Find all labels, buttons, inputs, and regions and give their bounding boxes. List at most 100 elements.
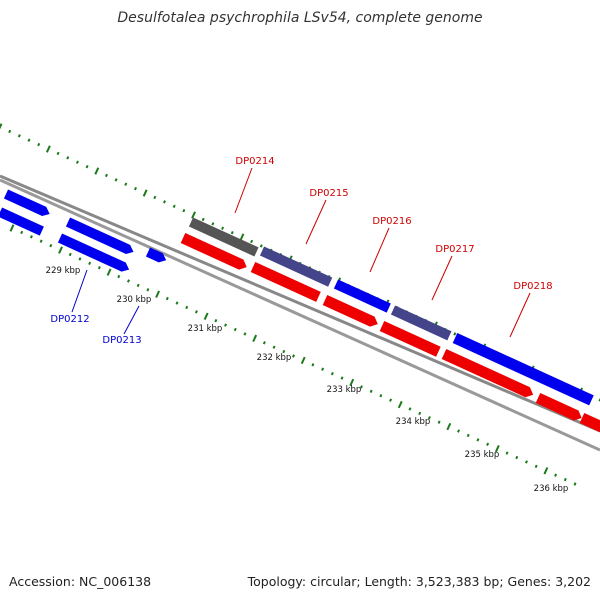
forward-gene-block xyxy=(3,189,50,217)
outer-tick xyxy=(163,200,167,204)
outer-tick xyxy=(8,129,12,134)
inner-tick xyxy=(165,296,169,301)
outer-tick xyxy=(0,123,3,130)
inner-tick xyxy=(203,312,209,320)
forward-gene-block xyxy=(57,233,130,272)
outer-tick xyxy=(142,189,148,197)
inner-tick xyxy=(505,451,509,455)
label-leader-line xyxy=(369,227,390,273)
inner-tick xyxy=(49,243,53,248)
overlap-gene-block xyxy=(390,305,452,341)
inner-tick xyxy=(155,290,161,298)
inner-tick xyxy=(272,345,276,349)
inner-tick xyxy=(524,460,528,464)
scale-label: 234 kbp xyxy=(396,417,431,427)
outer-tick xyxy=(201,217,205,222)
backbone-line-upper xyxy=(0,174,600,433)
outer-tick xyxy=(172,204,176,208)
scale-label: 232 kbp xyxy=(257,353,292,363)
reverse-gene-block xyxy=(535,392,582,421)
inner-tick xyxy=(58,246,63,254)
inner-tick xyxy=(214,319,218,323)
inner-tick xyxy=(126,279,130,283)
inner-tick xyxy=(68,252,72,257)
reverse-gene-block xyxy=(441,348,534,398)
scale-label: 230 kbp xyxy=(117,295,152,305)
forward-gene-block xyxy=(452,332,594,406)
outer-tick xyxy=(259,244,263,248)
inner-tick xyxy=(282,349,286,354)
label-leader-line xyxy=(305,199,327,245)
outer-tick xyxy=(104,173,108,178)
scale-label: 229 kbp xyxy=(46,266,81,276)
outer-tick xyxy=(133,186,137,191)
inner-tick xyxy=(369,389,373,393)
inner-tick xyxy=(292,354,295,358)
outer-tick xyxy=(27,138,31,142)
gene-label: DP0212 xyxy=(50,314,89,325)
reverse-gene-block xyxy=(250,261,321,302)
inner-tick xyxy=(397,400,403,409)
forward-gene-block xyxy=(0,207,44,236)
inner-tick xyxy=(29,235,33,239)
inner-tick xyxy=(311,363,315,367)
label-leader-lines xyxy=(71,167,531,338)
other-gene-block xyxy=(188,217,259,257)
inner-tick xyxy=(78,257,82,261)
inner-tick xyxy=(476,438,480,442)
gene-label: DP0213 xyxy=(102,335,141,346)
outer-tick xyxy=(250,239,254,244)
inner-tick xyxy=(136,283,140,288)
gene-label: DP0218 xyxy=(513,281,552,292)
label-leader-line xyxy=(71,269,88,313)
scale-label: 231 kbp xyxy=(188,324,223,334)
inner-tick xyxy=(300,356,306,365)
reverse-gene-block xyxy=(322,294,378,327)
inner-tick xyxy=(554,473,558,477)
label-leader-line xyxy=(234,167,253,214)
inner-tick xyxy=(262,341,266,345)
inner-tick xyxy=(534,464,538,469)
outer-tick xyxy=(182,208,186,213)
inner-tick xyxy=(185,305,189,310)
inner-tick xyxy=(243,332,247,336)
inner-tick xyxy=(418,411,422,416)
inner-tick xyxy=(494,444,500,453)
gene-label: DP0217 xyxy=(435,244,474,255)
inner-tick xyxy=(359,385,363,389)
inner-tick xyxy=(175,301,179,305)
genome-summary-text: Topology: circular; Length: 3,523,383 bp… xyxy=(247,574,591,589)
inner-tick xyxy=(349,378,355,387)
scale-label: 235 kbp xyxy=(465,450,500,460)
outer-tick xyxy=(85,164,89,169)
reverse-gene-block xyxy=(579,412,600,433)
outer-tick xyxy=(124,182,128,186)
inner-tick xyxy=(20,230,24,235)
inner-tick xyxy=(194,310,198,314)
inner-tick xyxy=(340,376,344,380)
inner-tick xyxy=(97,266,101,270)
outer-tick xyxy=(153,195,157,200)
gene-features xyxy=(0,189,600,433)
inner-tick xyxy=(330,371,334,376)
gene-label: DP0214 xyxy=(235,156,274,167)
label-leader-line xyxy=(431,255,453,301)
outer-tick xyxy=(37,142,41,147)
gene-label: DP0216 xyxy=(372,216,411,227)
inner-tick xyxy=(573,482,577,486)
outer-tick xyxy=(221,226,225,230)
inner-tick xyxy=(252,334,258,343)
label-leader-line xyxy=(509,292,531,338)
inner-tick xyxy=(88,261,92,265)
backbone-line-lower xyxy=(0,178,600,452)
inner-tick xyxy=(379,394,383,398)
inner-tick xyxy=(427,416,431,420)
scale-label: 233 kbp xyxy=(327,385,362,395)
inner-tick xyxy=(224,323,228,327)
inner-tick xyxy=(146,288,150,292)
inner-tick xyxy=(466,433,470,438)
inner-tick xyxy=(9,224,15,232)
outer-tick xyxy=(66,156,70,160)
outer-tick xyxy=(94,167,100,175)
